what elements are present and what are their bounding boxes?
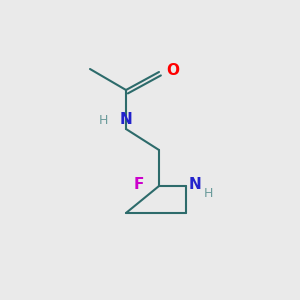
Text: H: H	[99, 115, 108, 128]
Text: F: F	[134, 177, 144, 192]
Text: O: O	[167, 63, 179, 78]
Text: N: N	[120, 112, 132, 128]
Text: N: N	[189, 177, 202, 192]
Text: H: H	[204, 187, 213, 200]
